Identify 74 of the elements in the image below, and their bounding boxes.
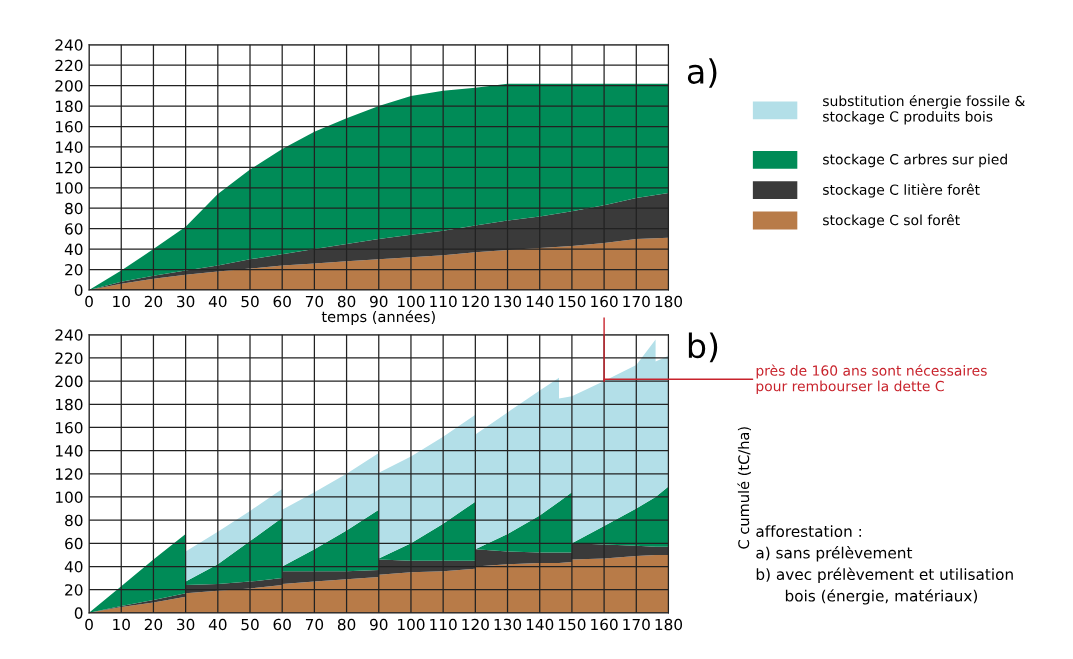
y-tick-label: 40 (64, 560, 83, 573)
x-tick-label: 70 (305, 295, 324, 308)
x-tick-label: 10 (113, 618, 130, 631)
y-tick-label: 180 (56, 398, 83, 411)
y-tick-label: 240 (55, 39, 83, 51)
x-tick-label: 120 (462, 295, 489, 308)
x-tick-label: 180 (655, 618, 683, 631)
x-tick-label: 140 (526, 618, 554, 631)
y-tick-label: 140 (56, 445, 83, 457)
x-tick-label: 120 (462, 618, 489, 631)
x-tick-label: 170 (623, 618, 650, 631)
x-tick-label: 90 (370, 295, 388, 308)
x-tick-label: 20 (144, 295, 163, 308)
y-tick-label: 120 (56, 468, 83, 480)
legend-label: substitution énergie fossile & stockage C produits bois (823, 94, 1025, 125)
x-axis-title: temps (années) (321, 310, 435, 325)
x-tick-label: 60 (273, 295, 291, 308)
x-tick-label: 100 (398, 295, 425, 308)
x-tick-label: 0 (85, 618, 93, 631)
y-tick-label: 160 (56, 421, 83, 434)
y-tick-label: 120 (56, 161, 83, 174)
x-tick-label: 20 (144, 618, 163, 631)
legend-label: stockage C litière forêt (823, 183, 980, 198)
y-tick-label: 220 (55, 59, 83, 72)
x-tick-label: 160 (591, 295, 618, 308)
legend-label: stockage C arbres sur pied (823, 153, 1007, 168)
y-tick-label: 200 (55, 375, 83, 388)
x-tick-label: 80 (337, 295, 356, 308)
x-tick-label: 70 (305, 618, 324, 631)
x-tick-label: 10 (113, 295, 130, 308)
y-tick-label: 140 (56, 141, 83, 153)
chart-title: a) (687, 58, 717, 88)
x-tick-label: 50 (241, 618, 259, 631)
x-tick-label: 50 (241, 295, 259, 308)
x-tick-label: 80 (337, 618, 356, 631)
legend-label: stockage C sol forêt (823, 213, 960, 228)
annotation: près de 160 ans sont nécessaires pour rembourser la dette C (756, 364, 987, 395)
x-tick-label: 30 (177, 618, 195, 631)
x-tick-label: 130 (494, 618, 522, 631)
x-tick-label: 40 (208, 618, 227, 631)
y-tick-label: 100 (56, 182, 83, 194)
x-tick-label: 130 (494, 295, 522, 308)
text: afforestation : a) sans prélèvement b) avec prélèvement et utilisation bois (énergie, matériaux) (756, 525, 1013, 605)
y-tick-label: 40 (64, 243, 83, 256)
x-tick-label: 90 (370, 618, 388, 631)
y-tick-label: 0 (74, 607, 83, 619)
x-tick-label: 140 (526, 295, 554, 308)
x-tick-label: 180 (655, 295, 683, 308)
x-tick-label: 0 (85, 295, 93, 308)
y-tick-label: 60 (65, 537, 83, 550)
y-tick-label: 160 (56, 120, 83, 133)
y-tick-label: 180 (56, 100, 83, 113)
x-tick-label: 30 (177, 295, 195, 308)
y-tick-label: 220 (55, 352, 83, 364)
y-tick-label: 200 (55, 80, 83, 92)
y-tick-label: 60 (65, 223, 83, 235)
chart-title: b) (688, 332, 718, 363)
y-tick-label: 20 (65, 584, 83, 596)
y-tick-label: 80 (65, 514, 83, 527)
x-tick-label: 40 (208, 295, 227, 308)
y-tick-label: 20 (65, 264, 83, 276)
x-tick-label: 160 (591, 618, 618, 631)
x-tick-label: 100 (398, 618, 425, 631)
x-tick-label: 60 (273, 618, 291, 631)
y-tick-label: 240 (55, 329, 83, 341)
x-tick-label: 150 (559, 618, 586, 631)
x-tick-label: 110 (430, 295, 457, 308)
x-tick-label: 110 (430, 618, 457, 631)
y-tick-label: 0 (74, 284, 83, 296)
x-tick-label: 170 (623, 295, 650, 308)
y-axis-title: C cumulé (tC/ha) (737, 427, 751, 549)
y-tick-label: 80 (65, 202, 83, 215)
x-tick-label: 150 (559, 295, 586, 308)
y-tick-label: 100 (56, 491, 83, 504)
